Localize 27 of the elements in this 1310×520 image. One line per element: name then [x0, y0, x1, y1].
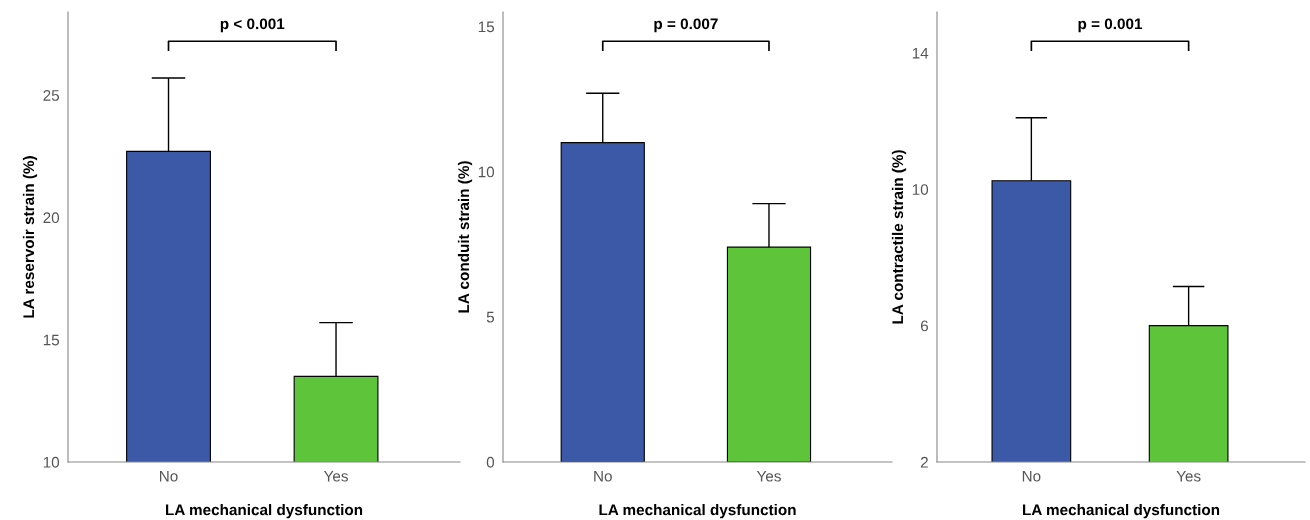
annotation: p = 0.007 — [654, 18, 718, 33]
y-tick-label: 6 — [920, 320, 928, 332]
y-tick-label: 5 — [486, 311, 495, 323]
x-tick-label: No — [1022, 470, 1041, 482]
y-axis-title: LA reservoir strain (%) — [22, 156, 38, 318]
y-tick-label: 15 — [43, 334, 60, 346]
y-tick-label: 10 — [478, 166, 495, 178]
x-tick-label: Yes — [323, 470, 348, 482]
x-axis-title: LA mechanical dysfunction — [599, 504, 796, 519]
y-axis-title: LA conduit strain (%) — [457, 161, 473, 313]
y-tick-label: 15 — [478, 21, 495, 33]
y-tick-label: 0 — [486, 456, 495, 468]
y-tick-label: 14 — [912, 47, 929, 59]
y-tick-label: 25 — [43, 90, 60, 101]
y-tick-label: 10 — [912, 184, 929, 195]
annotation: p < 0.001 — [220, 18, 285, 33]
x-axis-title: LA mechanical dysfunction — [165, 504, 363, 519]
x-tick-label: No — [160, 470, 178, 482]
x-tick-label: Yes — [1176, 470, 1201, 482]
y-tick-label: 10 — [43, 456, 60, 468]
x-axis-title: LA mechanical dysfunction — [1022, 504, 1220, 519]
x-tick-label: Yes — [756, 470, 781, 482]
y-axis-title: LA contractile strain (%) — [891, 150, 907, 324]
annotation: p = 0.001 — [1078, 18, 1143, 33]
y-tick-label: 2 — [920, 456, 928, 468]
x-tick-label: No — [594, 470, 612, 482]
y-tick-label: 20 — [43, 212, 60, 224]
